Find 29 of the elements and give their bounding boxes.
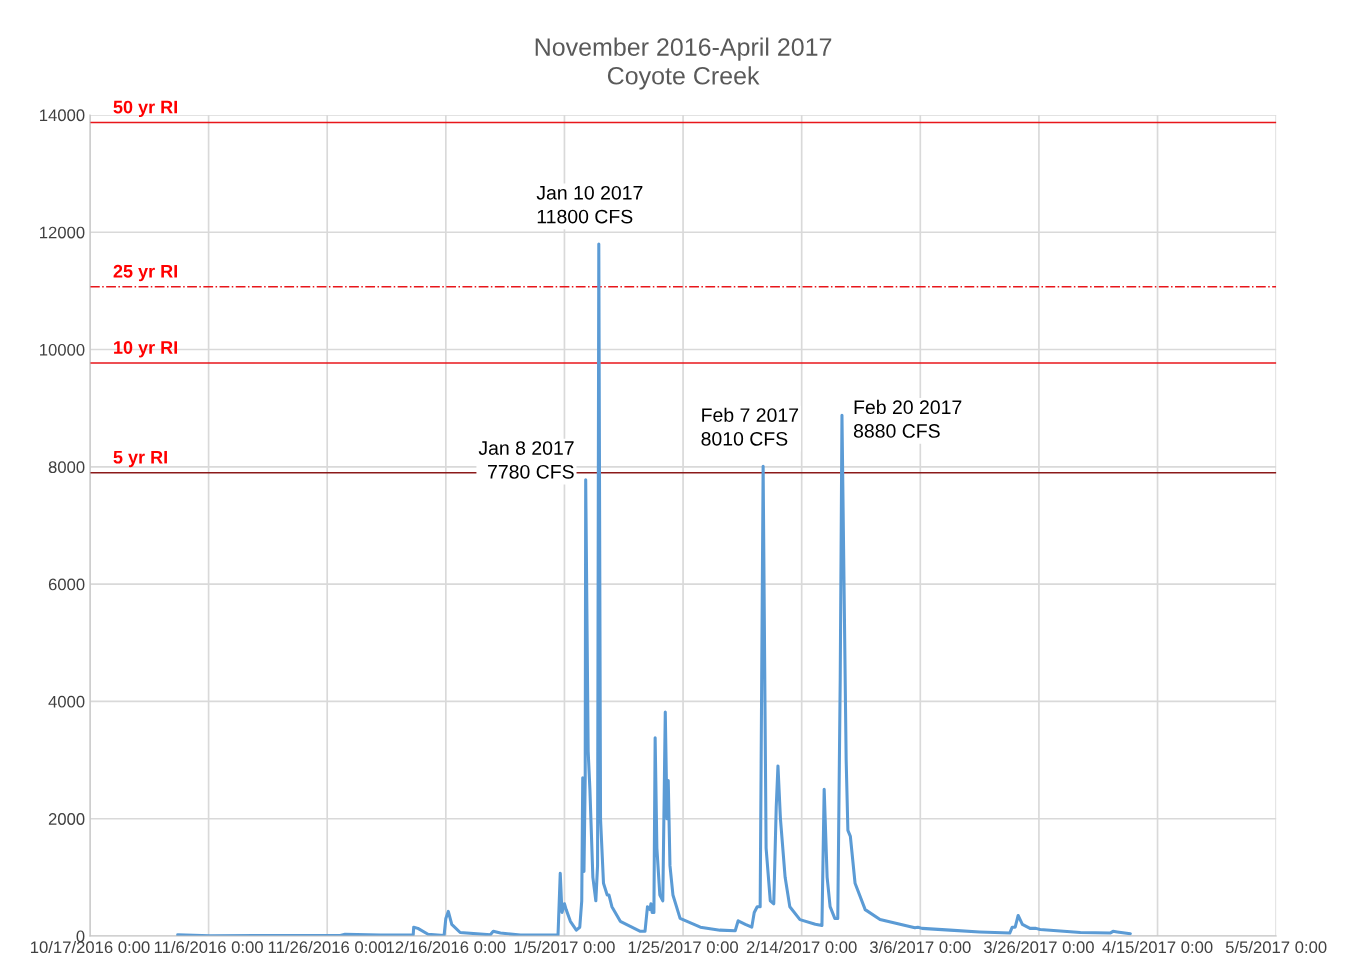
x-tick-label: 2/14/2017 0:00 bbox=[746, 940, 857, 954]
y-tick-label: 8000 bbox=[48, 461, 85, 474]
y-tick-label: 0 bbox=[76, 930, 85, 943]
annotation: Jan 8 2017 7780 CFS bbox=[478, 441, 574, 479]
x-tick-label: 4/15/2017 0:00 bbox=[1102, 940, 1213, 954]
ref-line-label: 25 yr RI bbox=[113, 264, 177, 282]
x-tick-label: 12/16/2016 0:00 bbox=[386, 940, 506, 954]
ref-line-label: 10 yr RI bbox=[114, 341, 177, 358]
ref-line-label: 5 yr RI bbox=[113, 450, 167, 468]
y-tick-label: 10000 bbox=[40, 343, 85, 356]
line-series bbox=[176, 242, 1132, 937]
annotation: Feb 20 2017 8880 CFS bbox=[853, 399, 962, 438]
x-tick-label: 1/25/2017 0:00 bbox=[628, 940, 739, 954]
ref-line-label: 50 yr RI bbox=[113, 100, 177, 117]
annotation: Jan 10 2017 11800 CFS bbox=[536, 185, 643, 224]
x-tick-label: 3/26/2017 0:00 bbox=[983, 940, 1094, 954]
x-tick-label: 5/5/2017 0:00 bbox=[1225, 940, 1327, 954]
y-tick-label: 12000 bbox=[40, 226, 85, 239]
y-tick-label: 6000 bbox=[48, 578, 85, 591]
y-tick-label: 2000 bbox=[48, 813, 85, 825]
x-tick-label: 1/5/2017 0:00 bbox=[514, 940, 615, 954]
y-tick-label: 14000 bbox=[40, 109, 85, 122]
annotation: Feb 7 2017 8010 CFS bbox=[701, 407, 799, 446]
chart-title: November 2016-April 2017 Coyote Creek bbox=[535, 37, 832, 90]
x-tick-label: 10/17/2016 0:00 bbox=[31, 940, 150, 954]
y-tick-label: 4000 bbox=[48, 695, 85, 708]
x-tick-label: 3/6/2017 0:00 bbox=[869, 940, 971, 954]
x-tick-label: 11/6/2016 0:00 bbox=[154, 940, 263, 954]
x-tick-label: 11/26/2016 0:00 bbox=[268, 940, 387, 954]
